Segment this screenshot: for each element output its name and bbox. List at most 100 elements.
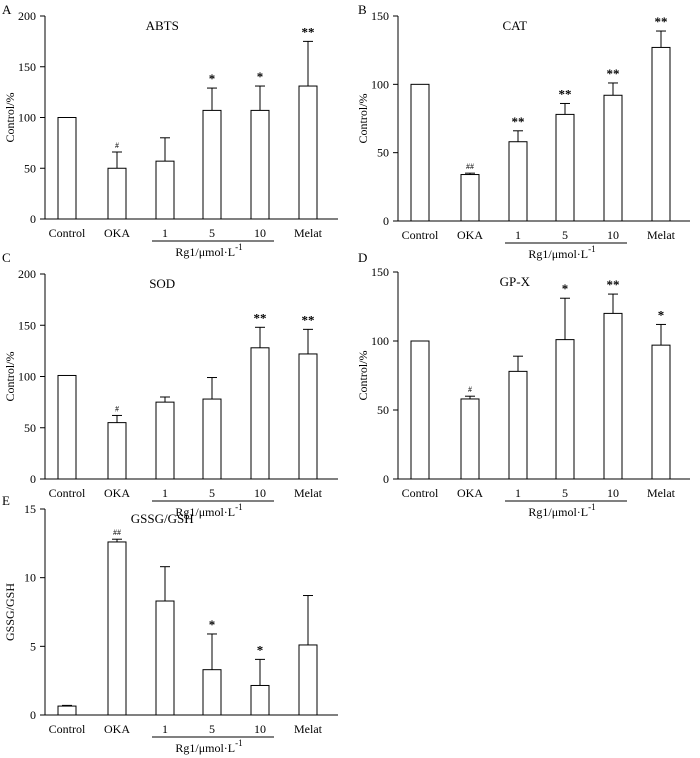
significance-mark: #: [115, 141, 119, 150]
y-axis-label: Control/%: [3, 92, 17, 142]
bar-control: [410, 340, 430, 480]
bar-melat: [651, 46, 671, 222]
y-tick-label: 150: [18, 318, 36, 332]
bar-10: [250, 684, 270, 716]
significance-mark: #: [468, 385, 472, 394]
x-tick-label: 1: [162, 722, 168, 736]
y-axis-label: GSSG/GSH: [3, 583, 17, 641]
panel-label: D: [358, 250, 367, 265]
chart-title: ABTS: [146, 18, 179, 33]
bar-10: [603, 94, 623, 222]
chart-panel-b: B CAT 0 50 100 150 Control/% Control ## OKA ** 1 ** 5…: [356, 2, 690, 261]
panel-label: A: [2, 2, 12, 17]
x-tick-label: 5: [562, 486, 568, 500]
x-tick-label: Control: [49, 486, 86, 500]
x-tick-label: Control: [49, 722, 86, 736]
chart-title: SOD: [149, 276, 175, 291]
bar-oka: [107, 422, 127, 480]
x-tick-label: 1: [515, 486, 521, 500]
x-tick-label: OKA: [104, 722, 130, 736]
panel-label: E: [2, 493, 10, 508]
significance-mark: **: [302, 312, 315, 327]
bar-5: [202, 669, 222, 716]
y-tick-label: 10: [24, 571, 36, 585]
y-tick-label: 150: [371, 265, 389, 279]
x-tick-label: OKA: [457, 228, 483, 242]
chart-panel-a: A ABTS 0 50 100 150 200 Control/% Control # OKA 1 * 5…: [2, 2, 338, 259]
group-label-text: Rg1/μmol·L: [175, 741, 235, 755]
bar-5: [202, 109, 222, 220]
bar-1: [508, 141, 528, 222]
y-axis-label: Control/%: [3, 351, 17, 401]
bar-10: [250, 109, 270, 220]
y-tick-label: 0: [30, 708, 36, 722]
x-tick-label: OKA: [104, 226, 130, 240]
group-label-text: Rg1/μmol·L: [528, 247, 588, 261]
y-tick-label: 50: [24, 161, 36, 175]
bar-melat: [651, 344, 671, 480]
significance-mark: **: [302, 24, 315, 39]
bar-melat: [298, 353, 318, 480]
significance-mark: **: [607, 277, 620, 292]
x-tick-label: 10: [607, 486, 619, 500]
significance-mark: *: [209, 617, 216, 632]
y-tick-label: 0: [383, 472, 389, 486]
bar-5: [202, 398, 222, 480]
group-label-text: Rg1/μmol·L: [528, 505, 588, 519]
bar-1: [508, 370, 528, 480]
chart-title: GSSG/GSH: [131, 511, 194, 526]
x-tick-label: 1: [515, 228, 521, 242]
significance-mark: *: [658, 307, 665, 322]
bar-oka: [460, 174, 480, 222]
bar-5: [555, 113, 575, 222]
x-tick-label: Melat: [647, 228, 676, 242]
y-tick-label: 200: [18, 267, 36, 281]
significance-mark: **: [254, 310, 267, 325]
chart-title: CAT: [503, 18, 528, 33]
bar-control: [57, 117, 77, 220]
x-tick-label: 5: [562, 228, 568, 242]
bar-1: [155, 401, 175, 480]
y-tick-label: 200: [18, 9, 36, 23]
bar-5: [555, 339, 575, 480]
x-tick-label: OKA: [104, 486, 130, 500]
bar-melat: [298, 644, 318, 716]
group-label-superscript: -1: [588, 244, 596, 254]
significance-mark: *: [257, 69, 264, 84]
x-tick-label: 5: [209, 722, 215, 736]
group-label: Rg1/μmol·L-1: [175, 738, 242, 755]
y-tick-label: 0: [30, 472, 36, 486]
bar-control: [410, 83, 430, 222]
group-label-superscript: -1: [235, 738, 243, 748]
significance-mark: #: [115, 404, 119, 413]
bar-melat: [298, 85, 318, 220]
group-label-text: Rg1/μmol·L: [175, 505, 235, 519]
significance-mark: ##: [466, 162, 474, 171]
bar-1: [155, 600, 175, 716]
x-tick-label: 1: [162, 226, 168, 240]
group-label: Rg1/μmol·L-1: [528, 502, 595, 519]
significance-mark: *: [209, 71, 216, 86]
x-tick-label: Control: [402, 486, 439, 500]
bar-control: [57, 705, 77, 716]
y-axis-label: Control/%: [356, 93, 370, 143]
significance-mark: *: [562, 281, 569, 296]
x-tick-label: 10: [607, 228, 619, 242]
group-label-superscript: -1: [235, 502, 243, 512]
y-tick-label: 50: [377, 146, 389, 160]
bar-control: [57, 374, 77, 480]
y-tick-label: 5: [30, 639, 36, 653]
bar-oka: [107, 167, 127, 220]
x-tick-label: Melat: [647, 486, 676, 500]
x-tick-label: 10: [254, 226, 266, 240]
y-axis-label: Control/%: [356, 350, 370, 400]
bar-oka: [460, 398, 480, 480]
panel-label: C: [2, 250, 11, 265]
significance-mark: **: [607, 66, 620, 81]
y-tick-label: 0: [383, 214, 389, 228]
chart-title: GP-X: [500, 274, 531, 289]
x-tick-label: 1: [162, 486, 168, 500]
y-tick-label: 100: [18, 111, 36, 125]
